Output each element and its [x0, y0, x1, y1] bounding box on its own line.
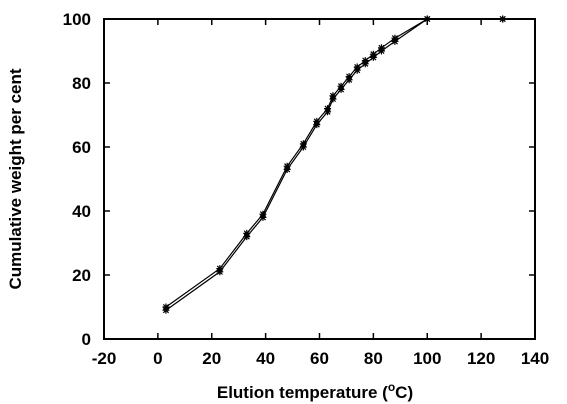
series-2-point: [369, 53, 377, 61]
x-tick-label: 140: [521, 349, 549, 368]
x-tick-label: 100: [413, 349, 441, 368]
plot-frame: [103, 18, 536, 340]
y-tick-label: 60: [72, 138, 91, 157]
x-tick-label: -20: [92, 349, 117, 368]
series-2-point: [313, 121, 321, 129]
series-2-point: [162, 306, 170, 314]
series-2-point: [329, 95, 337, 103]
x-tick-label: 120: [467, 349, 495, 368]
y-tick-label: 80: [72, 74, 91, 93]
series-2-point: [377, 47, 385, 55]
x-tick-label: 60: [310, 349, 329, 368]
series-2-point: [337, 85, 345, 93]
y-tick-label: 100: [63, 10, 91, 29]
series-2-point: [361, 60, 369, 68]
series-2-point: [391, 37, 399, 45]
x-tick-label: 20: [202, 349, 221, 368]
x-tick-label: 40: [256, 349, 275, 368]
series-2-point: [259, 213, 267, 221]
series-2-point: [216, 268, 224, 276]
x-tick-labels: -20 0 20 40 60 80 100 120 140: [92, 349, 549, 368]
series-2-point: [299, 143, 307, 151]
series-2-point: [499, 15, 507, 23]
x-tick-label: 0: [153, 349, 162, 368]
series-2-point: [243, 233, 251, 241]
series-layer: [162, 15, 507, 314]
series-2-point: [345, 76, 353, 84]
x-tick-label: 80: [364, 349, 383, 368]
series-2-point: [324, 108, 332, 116]
y-tick-label: 0: [82, 330, 91, 349]
series-2-point: [423, 15, 431, 23]
x-axis-label-tail: C): [395, 383, 413, 402]
y-tick-label: 40: [72, 202, 91, 221]
x-axis-label-superscript: o: [388, 380, 395, 394]
y-tick-labels: 0 20 40 60 80 100: [63, 10, 91, 349]
series-2-line: [165, 18, 503, 311]
series-2-point: [283, 165, 291, 173]
ticks: [103, 18, 536, 340]
y-tick-label: 20: [72, 266, 91, 285]
series-1-line: [165, 18, 503, 308]
y-axis-label: Cumulative weight per cent: [6, 68, 25, 289]
series-2-point: [353, 66, 361, 74]
x-axis-label: Elution temperature (oC): [217, 380, 413, 402]
